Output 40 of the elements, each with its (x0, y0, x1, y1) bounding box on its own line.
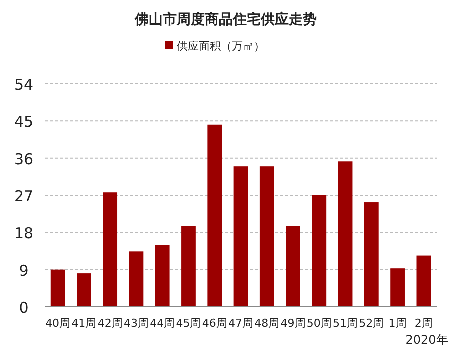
x-tick-label: 40周 (46, 317, 71, 330)
y-tick-label: 0 (19, 299, 29, 317)
y-tick-label: 18 (14, 224, 34, 243)
bar (260, 166, 274, 307)
x-tick-label: 43周 (124, 317, 149, 330)
y-tick-label: 54 (14, 76, 34, 94)
x-tick-label: 49周 (280, 317, 306, 330)
bar (129, 252, 144, 307)
x-tick-label: 46周 (202, 317, 228, 330)
bar (182, 226, 196, 307)
x-tick-label: 45周 (176, 317, 202, 330)
bar (103, 192, 118, 307)
x-tick-label: 44周 (150, 317, 176, 330)
x-tick-label: 50周 (306, 317, 332, 330)
bar (208, 124, 222, 307)
x-tick-label: 41周 (72, 317, 97, 330)
chart-title: 佛山市周度商品住宅供应走势 (134, 11, 317, 28)
x-tick-label: 42周 (98, 317, 123, 330)
bar (364, 202, 379, 307)
x-tick-label: 52周 (359, 317, 384, 330)
bar (77, 274, 92, 307)
bar (155, 245, 170, 307)
y-tick-label: 27 (14, 188, 34, 206)
bar (390, 268, 405, 307)
bar (286, 226, 300, 307)
bar (338, 162, 353, 307)
x-tick-label: 1周 (388, 317, 407, 330)
bar (312, 196, 327, 307)
bar (234, 166, 248, 307)
bar (50, 270, 66, 307)
x-tick-label: 48周 (254, 317, 280, 330)
text: 2020年 (406, 333, 448, 347)
bar (416, 256, 432, 307)
y-tick-label: 36 (14, 150, 34, 168)
y-tick-label: 9 (19, 262, 29, 280)
x-tick-label: 47周 (228, 317, 254, 330)
y-tick-label: 45 (14, 113, 34, 132)
x-tick-label: 2周 (414, 317, 433, 330)
x-tick-label: 51周 (333, 317, 358, 330)
legend-label: 供应面积（万㎡） (177, 40, 265, 53)
